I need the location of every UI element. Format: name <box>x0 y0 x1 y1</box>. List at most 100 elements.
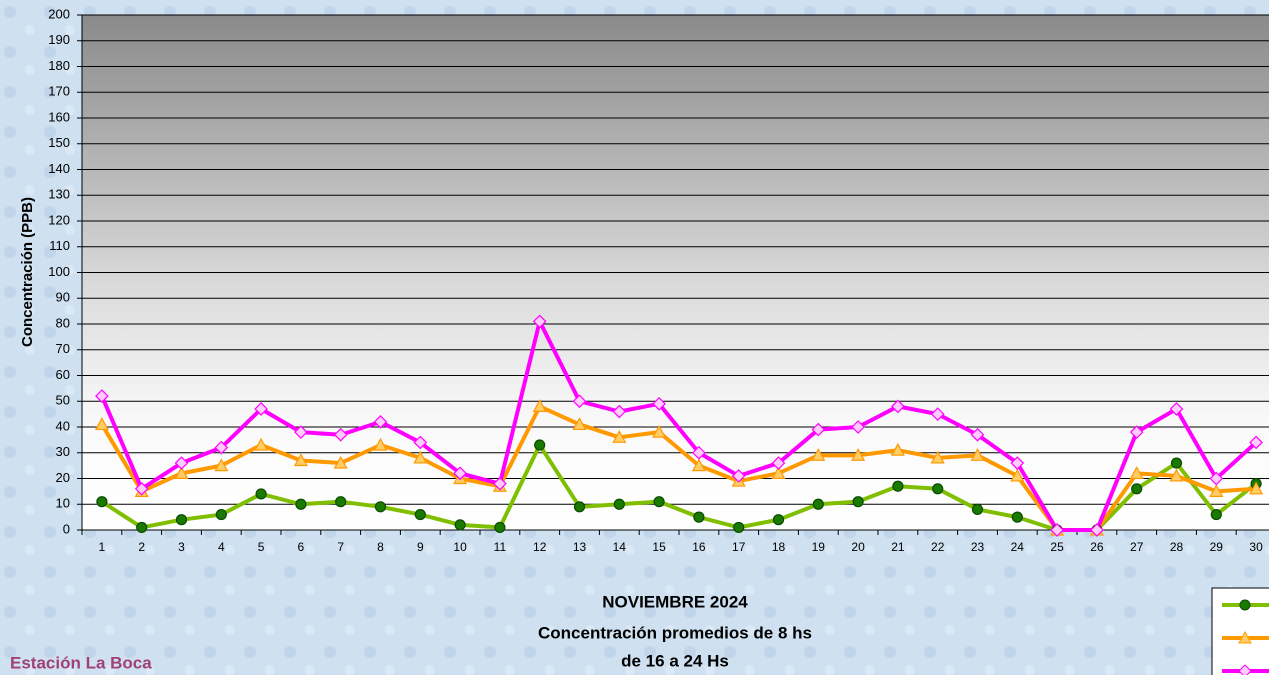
data-point <box>772 514 785 526</box>
data-point <box>454 519 466 531</box>
data-point <box>373 437 388 451</box>
y-tick-label: 60 <box>56 367 70 382</box>
y-tick-label: 90 <box>56 290 70 305</box>
data-point <box>1050 523 1064 537</box>
data-point <box>811 448 826 461</box>
y-tick-label: 40 <box>56 418 70 433</box>
data-point <box>852 496 864 508</box>
x-tick-label: 30 <box>1249 540 1263 554</box>
x-tick-label: 13 <box>573 540 587 554</box>
data-point <box>214 440 229 455</box>
legend-marker <box>1238 630 1252 644</box>
data-point <box>1169 468 1184 482</box>
x-tick-label: 21 <box>891 540 905 554</box>
x-tick-label: 7 <box>337 540 344 554</box>
data-point <box>970 427 985 442</box>
y-tick-label: 120 <box>48 212 70 227</box>
data-point <box>612 404 627 419</box>
x-tick-label: 4 <box>218 540 225 554</box>
data-point <box>254 437 269 451</box>
data-point <box>652 396 666 411</box>
data-point <box>613 498 625 510</box>
legend-marker <box>1239 599 1251 611</box>
x-tick-label: 2 <box>138 540 145 554</box>
data-point <box>693 511 705 523</box>
y-tick-label: 110 <box>49 238 70 253</box>
x-tick-label: 11 <box>494 540 507 554</box>
y-tick-label: 200 <box>48 6 70 21</box>
station-label: Estación La Boca <box>10 653 152 672</box>
y-tick-label: 150 <box>48 135 70 150</box>
x-tick-label: 12 <box>533 540 547 554</box>
data-point <box>534 439 546 451</box>
data-point <box>1010 456 1025 470</box>
data-point <box>1169 402 1184 416</box>
data-point <box>1010 468 1025 482</box>
x-tick-label: 16 <box>692 540 706 554</box>
data-point <box>891 399 905 414</box>
data-point <box>255 488 267 500</box>
x-tick-label: 26 <box>1090 540 1104 554</box>
data-point <box>771 466 786 479</box>
x-tick-label: 24 <box>1011 540 1025 554</box>
data-point <box>532 314 547 329</box>
data-point <box>1011 511 1023 523</box>
data-point <box>254 402 268 416</box>
x-tick-label: 17 <box>732 540 746 554</box>
y-tick-label: 70 <box>56 341 70 356</box>
data-point <box>1129 466 1144 479</box>
x-tick-label: 28 <box>1170 540 1184 554</box>
data-point <box>333 455 348 469</box>
y-tick-label: 180 <box>48 58 70 73</box>
x-tick-label: 5 <box>258 540 265 554</box>
data-point <box>215 508 227 521</box>
data-point <box>1249 435 1263 450</box>
x-tick-label: 15 <box>652 540 666 554</box>
data-point <box>493 476 507 491</box>
data-point <box>134 481 149 496</box>
data-point <box>1209 484 1224 497</box>
data-point <box>1129 425 1144 439</box>
data-point <box>94 417 109 431</box>
x-tick-label: 3 <box>178 540 185 554</box>
data-point <box>932 483 944 495</box>
x-tick-label: 1 <box>99 540 106 554</box>
subtitle: Concentración promedios de 8 hs <box>538 623 812 642</box>
data-point <box>174 466 189 479</box>
data-point <box>851 420 865 434</box>
legend-marker <box>1238 664 1252 675</box>
x-tick-label: 14 <box>613 540 627 554</box>
data-point <box>174 456 189 470</box>
data-point <box>1090 523 1104 537</box>
data-point <box>494 521 506 534</box>
data-point <box>691 458 706 472</box>
x-tick-label: 9 <box>417 540 424 554</box>
data-point <box>812 498 824 510</box>
data-point <box>612 430 627 443</box>
x-tick-label: 27 <box>1130 540 1144 554</box>
data-point <box>96 496 108 508</box>
y-tick-label: 140 <box>48 161 70 176</box>
data-point <box>333 427 348 442</box>
data-point <box>892 480 904 492</box>
x-tick-label: 22 <box>931 540 945 554</box>
data-point <box>971 503 984 515</box>
x-tick-label: 20 <box>851 540 865 554</box>
legend <box>1211 587 1269 675</box>
data-point <box>572 394 587 409</box>
y-tick-label: 130 <box>48 187 70 202</box>
data-point <box>95 389 109 403</box>
data-point <box>1131 483 1143 495</box>
data-point <box>374 501 387 513</box>
data-point <box>295 498 307 510</box>
data-point <box>532 399 547 412</box>
y-tick-label: 10 <box>56 496 70 511</box>
data-point <box>1170 457 1183 469</box>
y-tick-label: 80 <box>56 315 70 330</box>
data-point <box>373 415 388 429</box>
data-point <box>1210 508 1222 521</box>
x-tick-label: 18 <box>772 540 786 554</box>
data-point <box>1209 471 1224 486</box>
data-point <box>136 521 148 534</box>
